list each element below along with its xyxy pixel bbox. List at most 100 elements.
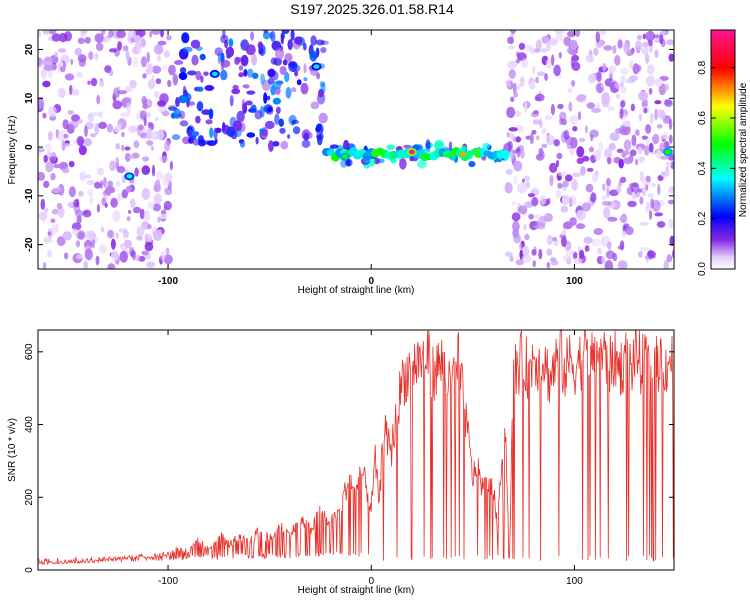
colorbar-tick-label: 0.8 bbox=[697, 60, 708, 74]
heatmap-cell bbox=[671, 249, 674, 259]
heatmap-cell bbox=[98, 111, 104, 119]
heatmap-cell bbox=[268, 140, 274, 152]
heatmap-cell bbox=[116, 30, 126, 39]
heatmap-cell bbox=[621, 150, 627, 158]
heatmap-cell bbox=[96, 94, 101, 105]
heatmap-cell bbox=[538, 248, 543, 260]
heatmap-cell bbox=[128, 209, 132, 214]
heatmap-cell bbox=[188, 137, 194, 144]
heatmap-cell bbox=[528, 213, 534, 220]
heatmap-cell bbox=[280, 35, 284, 45]
heatmap-cell bbox=[182, 85, 187, 97]
heatmap-cell bbox=[561, 118, 567, 126]
heatmap-cell bbox=[621, 213, 627, 222]
heatmap-cell bbox=[103, 177, 107, 188]
heatmap-cell bbox=[619, 176, 627, 183]
heatmap-cell bbox=[272, 141, 280, 147]
heatmap-cell bbox=[87, 189, 94, 197]
heatmap-cell bbox=[50, 172, 56, 181]
heatmap-cell bbox=[659, 135, 670, 140]
heatmap-cell bbox=[562, 180, 569, 188]
heatmap-cell bbox=[100, 30, 106, 36]
heatmap-cell bbox=[622, 120, 631, 127]
heatmap-cell bbox=[585, 54, 594, 63]
heatmap-cell bbox=[571, 172, 582, 177]
heatmap-cell bbox=[645, 255, 649, 264]
heatmap-cell bbox=[150, 130, 161, 140]
heatmap-cell bbox=[303, 132, 310, 141]
heatmap-cell bbox=[121, 131, 125, 138]
band-cell bbox=[500, 149, 510, 160]
heatmap-cell bbox=[141, 165, 151, 176]
heatmap-cell bbox=[64, 73, 75, 81]
heatmap-cell bbox=[553, 64, 561, 77]
heatmap-cell bbox=[163, 200, 172, 211]
heatmap-cell bbox=[578, 137, 586, 143]
heatmap-cell bbox=[648, 142, 654, 153]
heatmap-cell bbox=[517, 205, 528, 215]
heatmap-cell bbox=[115, 180, 121, 187]
heatmap-cell bbox=[638, 90, 648, 102]
heatmap-cell bbox=[144, 241, 154, 252]
heatmap-cell bbox=[88, 112, 94, 123]
heatmap-cell bbox=[654, 78, 663, 87]
heatmap-cell bbox=[57, 206, 65, 219]
heatmap-cell bbox=[201, 109, 212, 115]
heatmap-cell bbox=[571, 54, 580, 62]
heatmap-cell bbox=[505, 168, 513, 175]
heatmap-cell bbox=[637, 146, 643, 155]
heatmap-cell bbox=[193, 131, 200, 137]
heatmap-cell bbox=[460, 145, 467, 151]
heatmap-cell bbox=[612, 253, 618, 262]
heatmap-cell bbox=[620, 100, 626, 108]
heatmap-cell bbox=[154, 116, 159, 122]
heatmap-cell bbox=[513, 175, 517, 185]
heatmap-cell bbox=[190, 39, 201, 49]
heatmap-cell bbox=[310, 35, 317, 46]
heatmap-cell bbox=[506, 106, 516, 119]
heatmap-cell bbox=[278, 118, 284, 127]
heatmap-cell bbox=[606, 177, 611, 187]
heatmap-cell bbox=[112, 100, 122, 110]
heatmap-cell bbox=[556, 152, 563, 160]
heatmap-cell bbox=[57, 130, 66, 142]
heatmap-cell bbox=[638, 113, 643, 122]
heatmap-cell bbox=[83, 174, 92, 179]
heatmap-cell bbox=[532, 119, 541, 125]
heatmap-cell bbox=[138, 124, 144, 131]
x-tick-label: -100 bbox=[158, 276, 178, 287]
heatmap-cell bbox=[544, 115, 553, 120]
heatmap-cell bbox=[229, 95, 234, 107]
heatmap-cell bbox=[508, 45, 516, 50]
heatmap-cell bbox=[257, 41, 263, 50]
heatmap-cell bbox=[51, 62, 57, 71]
heatmap-cell bbox=[115, 156, 120, 169]
heatmap-cell bbox=[575, 223, 586, 230]
heatmap-cell bbox=[94, 33, 104, 43]
heatmap-cell bbox=[76, 71, 83, 78]
heatmap-cell bbox=[534, 214, 541, 220]
heatmap-cell bbox=[240, 54, 249, 67]
peak-marker bbox=[341, 154, 348, 160]
heatmap-cell bbox=[608, 65, 617, 74]
x-tick-label: 100 bbox=[566, 576, 583, 587]
heatmap-cell bbox=[267, 68, 276, 78]
heatmap-cell bbox=[592, 172, 598, 183]
heatmap-cell bbox=[669, 235, 674, 247]
heatmap-cell bbox=[178, 72, 188, 81]
heatmap-cell bbox=[159, 213, 168, 220]
heatmap-cell bbox=[59, 61, 64, 68]
heatmap-cell bbox=[43, 207, 49, 213]
heatmap-cell bbox=[100, 226, 105, 233]
heatmap-cell bbox=[639, 221, 649, 226]
snr-series-line bbox=[38, 330, 674, 566]
snr-panel: -100 0 100 0 200 400 600 Height of straight li… bbox=[7, 329, 675, 596]
colorbar-tick-label: 0.2 bbox=[697, 211, 708, 225]
heatmap-cell bbox=[644, 204, 651, 213]
heatmap-cell bbox=[529, 46, 535, 55]
heatmap-cell bbox=[369, 156, 376, 167]
heatmap-cell bbox=[561, 235, 567, 248]
colorbar-tick-label: 0.0 bbox=[697, 262, 708, 276]
heatmap-cell bbox=[115, 232, 119, 239]
heatmap-cell bbox=[301, 139, 311, 148]
